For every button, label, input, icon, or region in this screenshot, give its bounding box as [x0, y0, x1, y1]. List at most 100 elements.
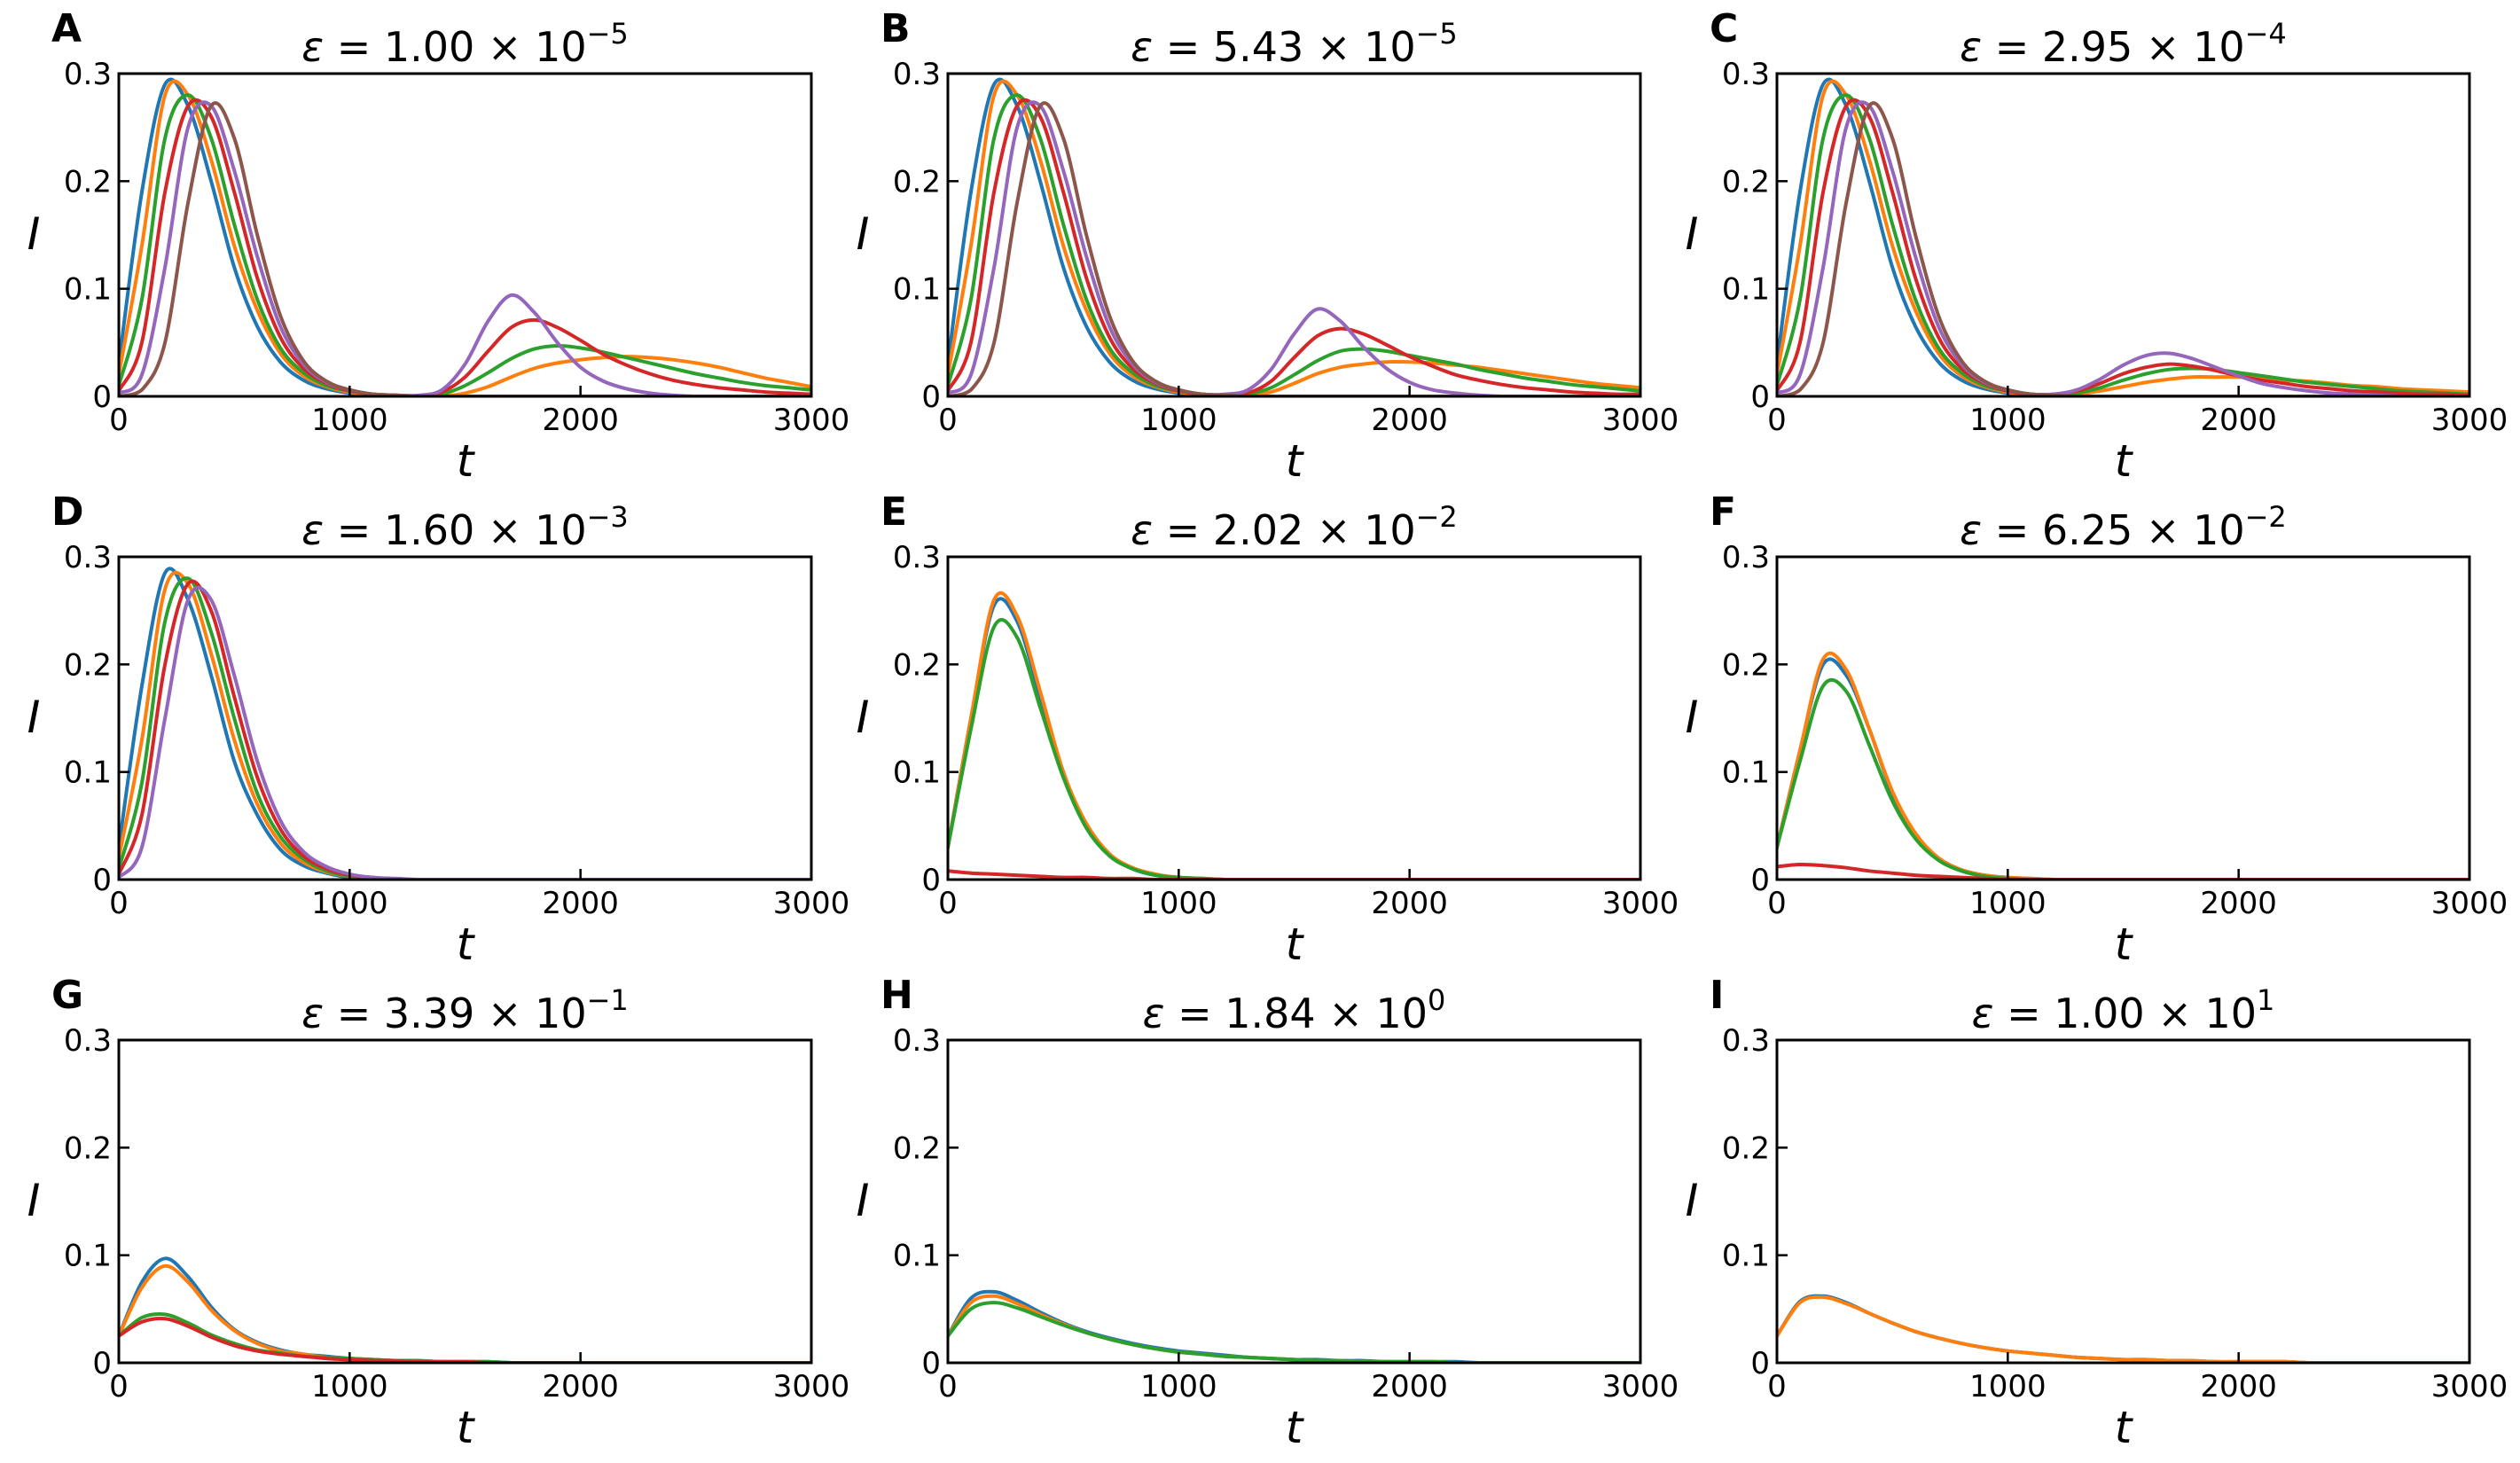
x-tick-label: 0: [1767, 886, 1787, 921]
panel-letter: C: [1710, 6, 1738, 51]
x-tick-label: 2000: [542, 403, 619, 438]
series-line: [119, 77, 811, 396]
series-line: [948, 98, 1640, 396]
y-tick-label: 0.3: [893, 540, 941, 575]
x-tick-label: 2000: [2200, 403, 2277, 438]
x-tick-label: 1000: [311, 403, 388, 438]
x-tick-label: 0: [109, 1369, 129, 1404]
y-tick-label: 0.3: [64, 57, 112, 92]
series-line: [119, 1317, 811, 1363]
y-tick-label: 0.1: [1722, 1239, 1770, 1274]
x-tick-label: 3000: [1602, 1369, 1679, 1404]
y-tick-label: 0: [921, 863, 941, 898]
x-tick-label: 2000: [2200, 1369, 2277, 1404]
x-tick-label: 3000: [1602, 886, 1679, 921]
series-line: [1777, 101, 2469, 396]
y-tick-label: 0.3: [893, 1023, 941, 1059]
series-line: [1777, 98, 2469, 396]
panel-title: ε = 6.25 × 10−2: [1960, 500, 2287, 554]
series-line: [1777, 651, 2469, 880]
x-tick-label: 3000: [2431, 403, 2508, 438]
x-tick-label: 0: [938, 1369, 958, 1404]
y-tick-label: 0.3: [1722, 57, 1770, 92]
x-tick-label: 2000: [1371, 403, 1448, 438]
panel-letter: G: [51, 973, 83, 1018]
series-line: [948, 93, 1640, 396]
x-tick-label: 1000: [1969, 886, 2047, 921]
y-tick-label: 0.2: [64, 1130, 112, 1166]
x-tick-label: 0: [109, 403, 129, 438]
panel-letter: I: [1710, 973, 1724, 1018]
series-line: [948, 101, 1640, 396]
series-group: [948, 77, 1640, 396]
y-axis-label: I: [27, 208, 41, 260]
panel-letter: B: [880, 6, 911, 51]
panel-title: ε = 2.02 × 10−2: [1131, 500, 1458, 554]
x-tick-label: 1000: [1969, 1369, 2047, 1404]
x-axis-label: t: [2115, 435, 2134, 487]
y-axis-label: I: [27, 692, 41, 743]
y-tick-label: 0.1: [64, 755, 112, 791]
series-line: [119, 570, 811, 880]
y-tick-label: 0.1: [64, 272, 112, 308]
plot-frame: [117, 1038, 813, 1365]
x-tick-label: 0: [1767, 403, 1787, 438]
y-tick-label: 0: [92, 379, 112, 415]
y-tick-label: 0: [1750, 1346, 1770, 1381]
y-axis-label: I: [857, 208, 870, 260]
y-axis-label: I: [1686, 208, 1699, 260]
y-axis-label: I: [1686, 692, 1699, 743]
series-line: [948, 1294, 1640, 1363]
plot-frame: [1775, 72, 2471, 398]
series-group: [1777, 77, 2469, 396]
series-line: [119, 576, 811, 880]
series-line: [948, 869, 1640, 880]
y-tick-label: 0.3: [1722, 540, 1770, 575]
y-tick-label: 0.3: [1722, 1023, 1770, 1059]
series-line: [948, 1289, 1640, 1363]
series-line: [119, 567, 811, 880]
panel-letter: H: [880, 973, 913, 1018]
x-axis-label: t: [1286, 1402, 1305, 1453]
y-tick-label: 0.3: [893, 57, 941, 92]
series-line: [1777, 77, 2469, 396]
y-tick-label: 0.3: [64, 540, 112, 575]
plot-frame: [117, 72, 813, 398]
y-tick-label: 0.2: [893, 164, 941, 200]
x-tick-label: 3000: [773, 1369, 850, 1404]
plot-frame: [946, 72, 1642, 398]
series-line: [1777, 1294, 2469, 1363]
panel-title: ε = 1.00 × 101: [1972, 983, 2275, 1037]
x-tick-label: 2000: [542, 1369, 619, 1404]
series-group: [119, 567, 811, 880]
x-tick-label: 0: [1767, 1369, 1787, 1404]
series-line: [119, 101, 811, 396]
panel-letter: E: [880, 489, 907, 535]
series-group: [948, 591, 1640, 880]
x-axis-label: t: [457, 1402, 476, 1453]
panel-title: ε = 2.95 × 10−4: [1960, 17, 2287, 71]
series-line: [1777, 1295, 2469, 1363]
series-group: [1777, 651, 2469, 880]
y-tick-label: 0.1: [1722, 755, 1770, 791]
y-tick-label: 0.1: [893, 1239, 941, 1274]
y-tick-label: 0.2: [64, 647, 112, 683]
series-line: [119, 93, 811, 396]
series-line: [948, 79, 1640, 396]
series-line: [948, 618, 1640, 880]
panel-title: ε = 1.00 × 10−5: [301, 17, 629, 71]
y-tick-label: 0.2: [1722, 647, 1770, 683]
y-axis-label: I: [1686, 1175, 1699, 1226]
x-tick-label: 2000: [2200, 886, 2277, 921]
panel-letter: F: [1710, 489, 1736, 535]
y-tick-label: 0.3: [64, 1023, 112, 1059]
